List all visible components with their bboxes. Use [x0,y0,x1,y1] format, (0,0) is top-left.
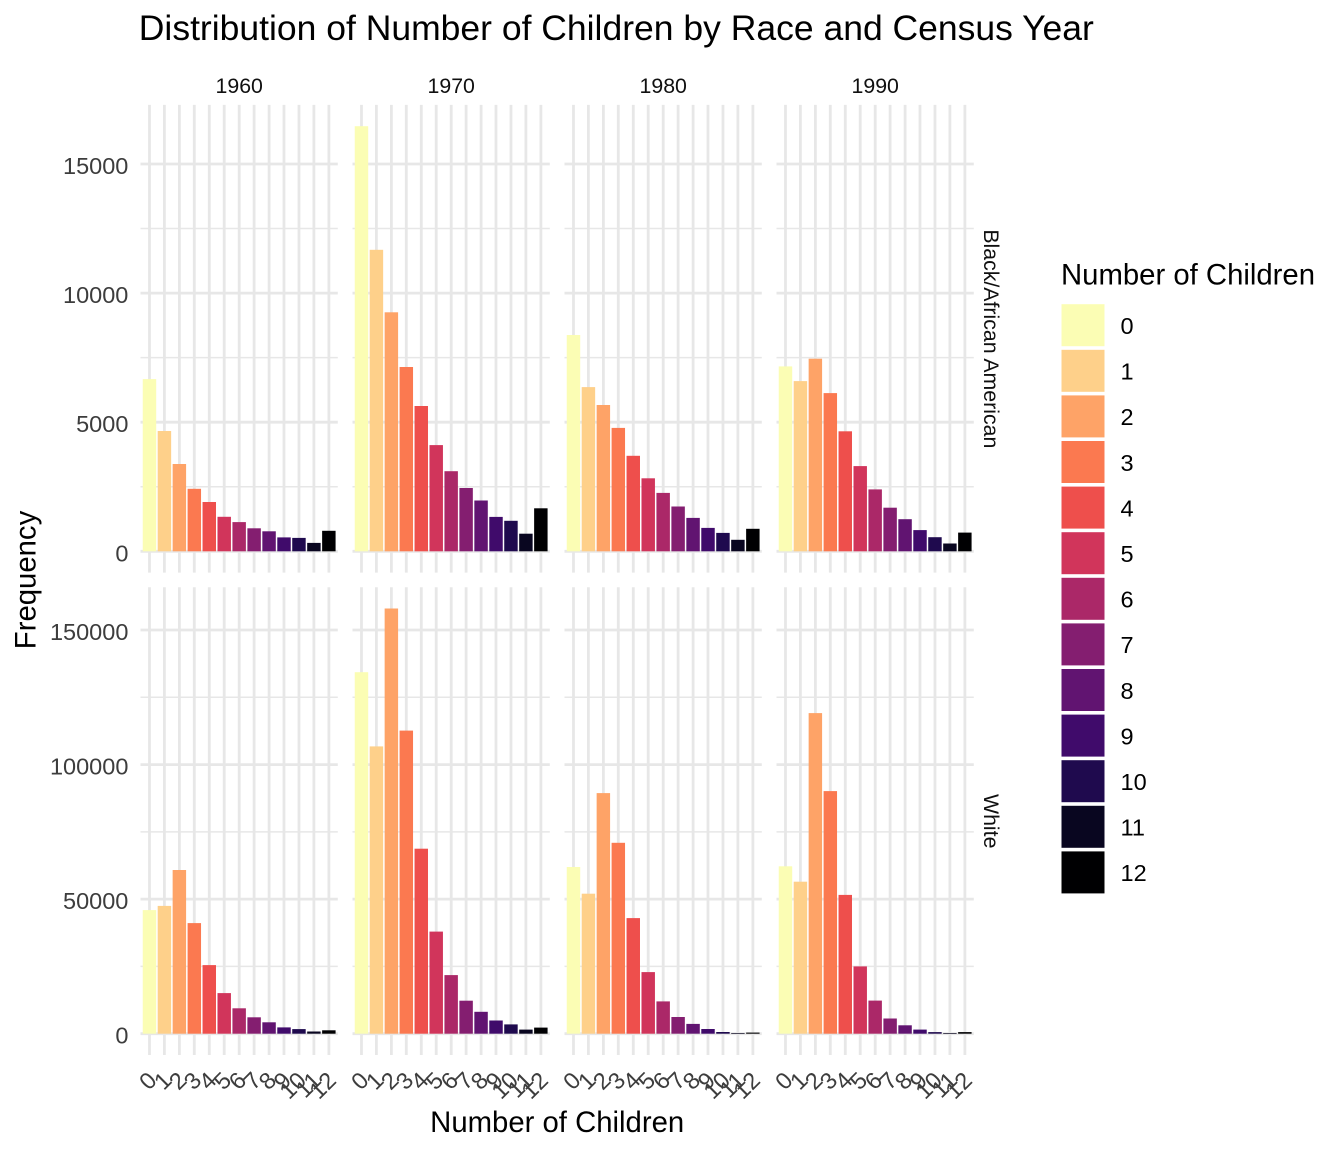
svg-text:7: 7 [1121,632,1134,658]
svg-text:3: 3 [1121,450,1134,476]
svg-text:5: 5 [1121,541,1134,567]
svg-text:4: 4 [1121,495,1134,521]
svg-text:9: 9 [1121,723,1134,749]
svg-text:1970: 1970 [428,74,476,98]
svg-text:Number of Children: Number of Children [1061,258,1315,291]
svg-text:11: 11 [1121,815,1145,841]
svg-text:8: 8 [1121,678,1134,704]
svg-text:1: 1 [1121,359,1134,385]
svg-text:0: 0 [115,1023,128,1049]
svg-text:5000: 5000 [76,411,128,437]
svg-text:Distribution of Number of Chil: Distribution of Number of Children by Ra… [139,8,1094,48]
svg-text:50000: 50000 [63,888,128,914]
svg-text:150000: 150000 [50,619,128,645]
svg-text:0: 0 [1121,313,1134,339]
svg-text:12: 12 [1121,860,1147,886]
svg-text:White: White [979,794,1003,848]
svg-text:0: 0 [115,540,128,566]
svg-text:1960: 1960 [216,74,264,98]
svg-text:100000: 100000 [50,754,128,780]
svg-text:1990: 1990 [852,74,900,98]
svg-text:2: 2 [1121,404,1134,430]
svg-text:10: 10 [1121,769,1147,795]
svg-text:Number of Children: Number of Children [430,1106,684,1139]
svg-text:Frequency: Frequency [10,510,43,649]
svg-text:Black/African American: Black/African American [979,229,1003,448]
svg-text:1980: 1980 [640,74,688,98]
svg-text:10000: 10000 [63,282,128,308]
svg-text:15000: 15000 [63,153,128,179]
svg-text:6: 6 [1121,587,1134,613]
